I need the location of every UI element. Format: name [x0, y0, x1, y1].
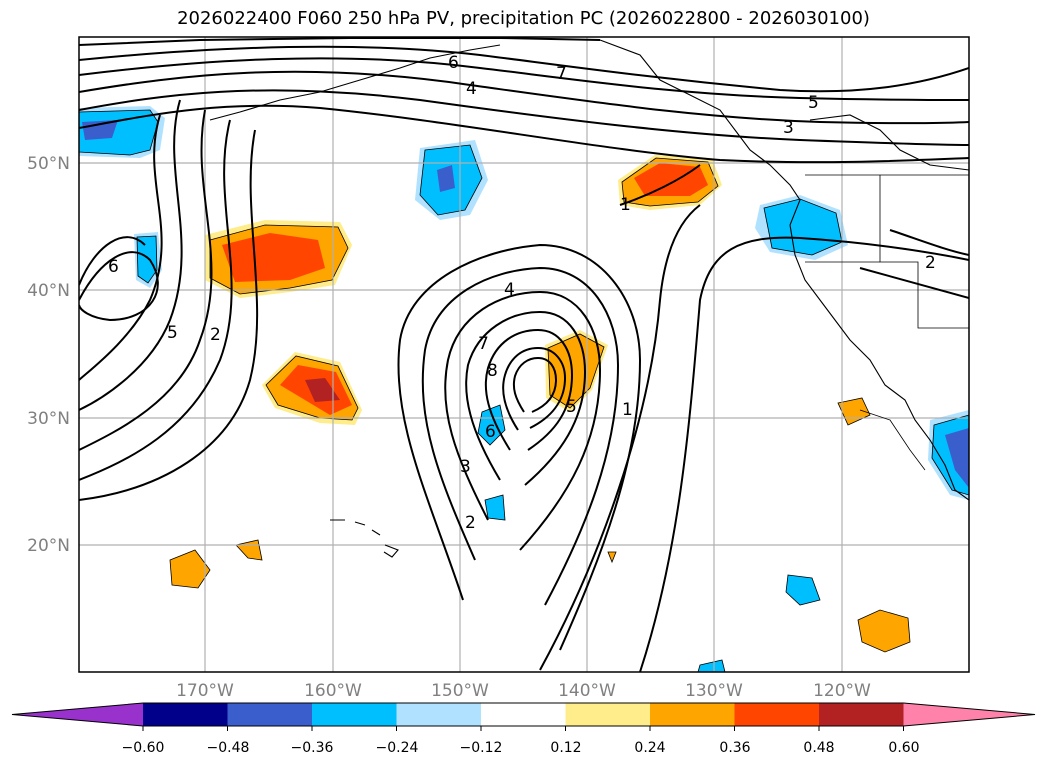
contour-label: 4 [466, 79, 477, 99]
colorbar-extend-low [12, 703, 143, 726]
contour-label: 2 [210, 325, 221, 345]
lat-label: 50°N [27, 154, 70, 174]
lon-label: 130°W [685, 681, 743, 701]
colorbar-tick-label: −0.24 [376, 740, 419, 756]
lon-label: 140°W [558, 681, 616, 701]
colorbar-tick-label: −0.12 [460, 740, 503, 756]
contour-label: 6 [448, 53, 459, 73]
contour-label: 6 [108, 257, 119, 277]
plot-frame [78, 36, 970, 673]
contour-label: 6 [485, 422, 496, 442]
colorbar-ticks: −0.60 −0.48 −0.36 −0.24 −0.12 0.12 0.24 … [122, 740, 920, 756]
colorbar-tick-label: −0.48 [207, 740, 250, 756]
colorbar-tick-label: 0.24 [634, 740, 665, 756]
colorbar-tick-label: 0.48 [803, 740, 834, 756]
lat-label: 30°N [27, 409, 70, 429]
colorbar-segment [819, 703, 904, 726]
contour-label: 2 [465, 513, 476, 533]
lat-label: 20°N [27, 536, 70, 556]
colorbar-segment [227, 703, 312, 726]
colorbar-segment [565, 703, 650, 726]
contour-label: 5 [808, 93, 819, 113]
lon-label: 170°W [176, 681, 234, 701]
colorbar-extend-high [903, 703, 1035, 726]
contour-label: 8 [487, 361, 498, 381]
longitude-labels: 170°W 160°W 150°W 140°W 130°W 120°W [176, 681, 871, 701]
contour-label: 7 [556, 64, 567, 84]
lon-label: 150°W [431, 681, 489, 701]
latitude-labels: 50°N 40°N 30°N 20°N [27, 154, 70, 556]
contour-label: 4 [504, 280, 515, 300]
colorbar [11, 702, 1036, 731]
contour-label: 1 [620, 195, 631, 215]
colorbar-segment [143, 703, 228, 726]
colorbar-tick-label: 0.36 [719, 740, 750, 756]
graticule [79, 37, 969, 672]
colorbar-segment [650, 703, 735, 726]
colorbar-segment [396, 703, 481, 726]
colorbar-tick-label: 0.60 [888, 740, 919, 756]
contour-label: 2 [925, 253, 936, 273]
contour-label: 5 [566, 397, 577, 417]
colorbar-tick-label: −0.36 [291, 740, 334, 756]
lon-label: 160°W [304, 681, 362, 701]
colorbar-tick-label: −0.60 [122, 740, 165, 756]
lon-label: 120°W [813, 681, 871, 701]
colorbar-tick-label: 0.12 [550, 740, 581, 756]
lat-label: 40°N [27, 281, 70, 301]
contour-label: 1 [622, 400, 633, 420]
map-title: 2026022400 F060 250 hPa PV, precipitatio… [177, 8, 870, 29]
contour-label: 7 [478, 334, 489, 354]
map-plot-area: 1 2 2 3 3 4 4 5 5 5 6 6 6 7 7 8 1 2 [79, 37, 969, 672]
colorbar-segment [312, 703, 397, 726]
contour-label: 5 [167, 323, 178, 343]
pv-contours [79, 37, 969, 672]
contour-label: 3 [783, 118, 794, 138]
colorbar-segment [734, 703, 819, 726]
colorbar-segment [481, 703, 566, 726]
contour-labels: 1 2 2 3 3 4 4 5 5 5 6 6 6 7 7 8 1 2 [108, 53, 936, 533]
contour-label: 3 [460, 457, 471, 477]
